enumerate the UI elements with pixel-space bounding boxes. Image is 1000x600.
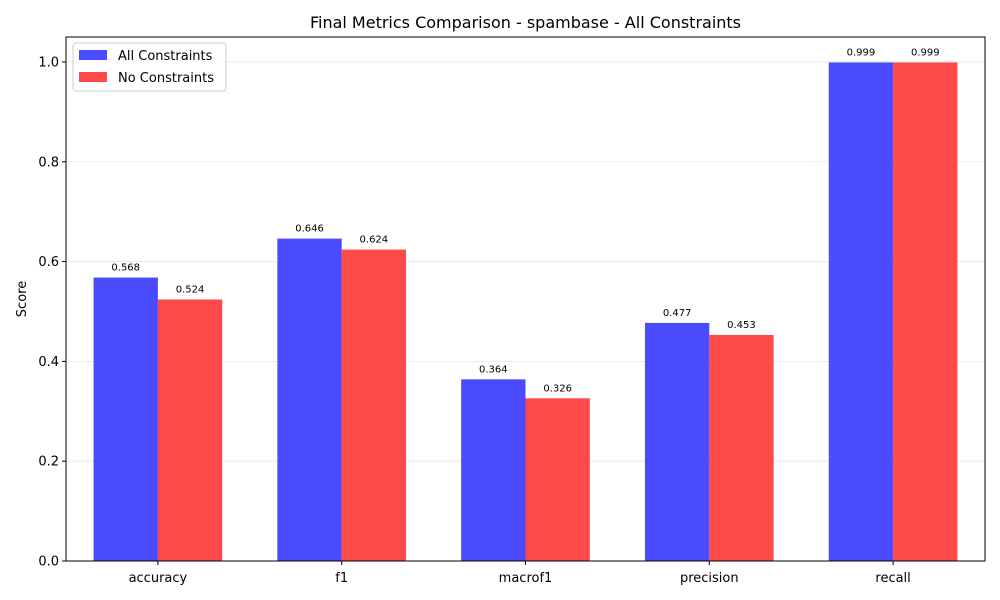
legend: All Constraints No Constraints [72, 42, 227, 92]
y-tick-label: 0.8 [38, 155, 59, 170]
x-tick-label: recall [875, 571, 910, 586]
data-label: 0.646 [295, 224, 324, 235]
data-labels: 0.568 0.524 0.646 0.624 0.364 0.326 0.477 0.453… [111, 47, 939, 394]
legend-box [72, 42, 227, 92]
bars [93, 62, 958, 562]
bar-precision-no-constraints [709, 334, 774, 561]
x-tick-label: precision [680, 571, 739, 586]
y-axis-ticks: 0.0 0.2 0.4 0.6 0.8 1.0 [38, 55, 66, 570]
y-tick-label: 0.6 [38, 255, 59, 270]
x-axis-ticks: accuracy f1 macrof1 precision recall [129, 561, 911, 586]
y-tick-label: 0.4 [38, 355, 59, 370]
data-label: 0.624 [360, 235, 389, 246]
data-label: 0.999 [911, 47, 940, 58]
data-label: 0.364 [479, 364, 508, 375]
x-tick-label: macrof1 [499, 571, 553, 586]
bar-macrof1-no-constraints [525, 398, 590, 561]
bar-accuracy-no-constraints [157, 299, 223, 561]
data-label: 0.524 [176, 284, 205, 295]
bar-recall-no-constraints [893, 62, 958, 562]
bar-macrof1-all-constraints [461, 379, 526, 561]
legend-label-all-constraints: All Constraints [118, 49, 213, 64]
data-label: 0.453 [727, 320, 756, 331]
data-label: 0.999 [847, 47, 876, 58]
bar-accuracy-all-constraints [93, 277, 158, 561]
legend-label-no-constraints: No Constraints [118, 71, 214, 86]
bar-f1-no-constraints [341, 249, 407, 561]
bar-recall-all-constraints [828, 62, 894, 562]
x-tick-label: f1 [335, 571, 348, 586]
data-label: 0.326 [543, 383, 572, 394]
y-tick-label: 0.2 [38, 455, 59, 470]
y-tick-label: 1.0 [38, 55, 59, 70]
x-tick-label: accuracy [129, 571, 188, 586]
data-label: 0.568 [111, 263, 140, 274]
bar-precision-all-constraints [644, 322, 710, 561]
y-tick-label: 0.0 [38, 555, 59, 570]
chart-title: Final Metrics Comparison - spambase - Al… [310, 13, 741, 32]
legend-swatch-no-constraints [79, 72, 107, 82]
bar-f1-all-constraints [277, 238, 342, 561]
data-label: 0.477 [663, 308, 692, 319]
y-axis-label: Score [15, 281, 30, 317]
legend-swatch-all-constraints [79, 50, 107, 60]
